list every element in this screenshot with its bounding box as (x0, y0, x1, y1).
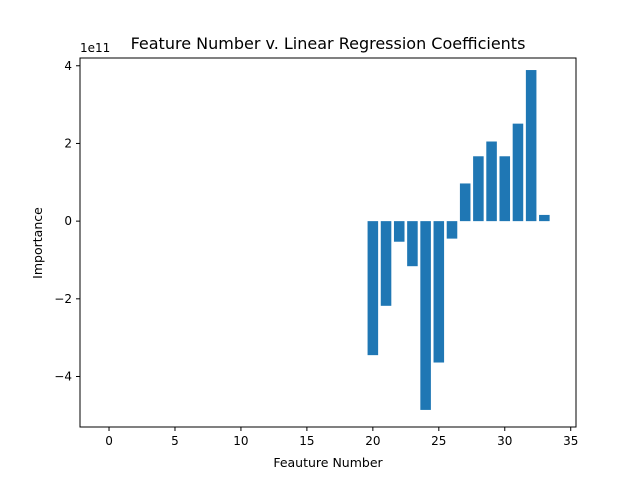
x-tick-label: 0 (105, 434, 113, 448)
y-tick-label: 2 (64, 136, 72, 150)
chart-title: Feature Number v. Linear Regression Coef… (131, 34, 526, 53)
x-tick-label: 5 (171, 434, 179, 448)
y-ticks: −4 −2 0 2 4 (54, 59, 80, 384)
x-ticks: 0 5 10 15 20 25 30 35 (105, 427, 578, 448)
y-offset-label: 1e11 (80, 41, 110, 55)
bar-feature-32 (525, 70, 537, 222)
bar-feature-26 (446, 221, 458, 239)
x-tick-label: 15 (299, 434, 314, 448)
y-axis-label: Importance (30, 207, 45, 279)
x-tick-label: 30 (497, 434, 512, 448)
bars-group (367, 70, 550, 410)
x-tick-label: 35 (563, 434, 578, 448)
bar-feature-33 (539, 214, 550, 222)
bar-feature-23 (407, 221, 418, 267)
y-tick-label: −4 (54, 370, 72, 384)
bar-feature-24 (420, 221, 431, 410)
x-axis-label: Feauture Number (273, 455, 383, 470)
bar-feature-29 (486, 141, 497, 222)
plot-frame (79, 57, 577, 428)
y-tick-label: 4 (64, 59, 72, 73)
y-tick-label: 0 (64, 214, 72, 228)
bar-feature-30 (499, 156, 511, 222)
bar-feature-28 (473, 156, 484, 222)
bar-feature-21 (380, 221, 392, 306)
x-tick-label: 10 (233, 434, 248, 448)
x-tick-label: 25 (431, 434, 446, 448)
bar-feature-25 (433, 221, 445, 363)
bar-feature-22 (393, 221, 405, 242)
bar-feature-27 (459, 183, 471, 222)
bar-feature-31 (512, 123, 524, 222)
bar-feature-20 (367, 221, 379, 356)
x-tick-label: 20 (365, 434, 380, 448)
y-tick-label: −2 (54, 292, 72, 306)
